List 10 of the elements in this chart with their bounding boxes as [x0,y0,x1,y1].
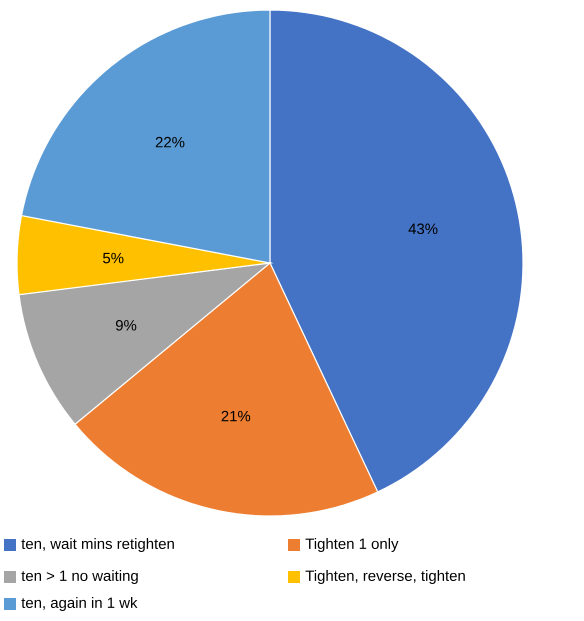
legend-label: ten, again in 1 wk [21,597,138,611]
legend-label: Tighten, reverse, tighten [306,570,465,584]
legend-label: Tighten 1 only [306,538,398,552]
data-label: 21% [222,410,250,422]
legend-label: ten, wait mins retighten [21,538,174,552]
data-label: 5% [103,252,124,264]
data-label: 9% [116,320,136,331]
data-label: 22% [156,136,184,148]
legend-label: ten > 1 no waiting [21,570,138,584]
data-label: 43% [408,223,438,234]
